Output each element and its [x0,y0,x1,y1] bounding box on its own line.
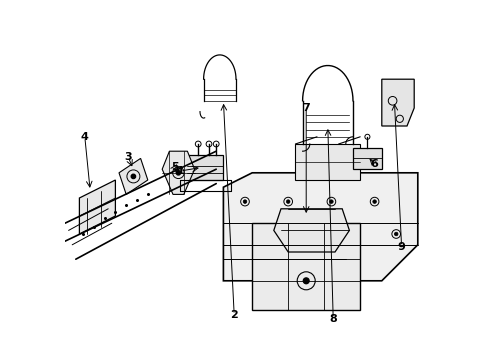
Polygon shape [252,223,360,310]
Polygon shape [274,209,349,252]
Circle shape [394,232,398,236]
Circle shape [330,200,333,203]
Circle shape [286,200,290,203]
Text: 5: 5 [171,162,179,172]
Polygon shape [223,173,418,281]
Polygon shape [353,148,382,169]
Text: 2: 2 [230,310,238,320]
Circle shape [131,174,136,179]
Circle shape [176,171,180,175]
Text: 4: 4 [81,132,89,142]
Circle shape [243,200,247,203]
Polygon shape [187,155,223,180]
Polygon shape [119,158,148,194]
Text: 7: 7 [302,103,310,113]
Polygon shape [162,151,195,194]
Text: 9: 9 [398,242,406,252]
Polygon shape [382,79,414,126]
Polygon shape [295,144,360,180]
Text: 3: 3 [124,152,132,162]
Text: 1: 1 [176,166,184,176]
Circle shape [373,200,376,203]
Text: 8: 8 [329,314,337,324]
Text: 6: 6 [370,159,379,169]
Circle shape [303,278,309,284]
Polygon shape [79,180,116,234]
